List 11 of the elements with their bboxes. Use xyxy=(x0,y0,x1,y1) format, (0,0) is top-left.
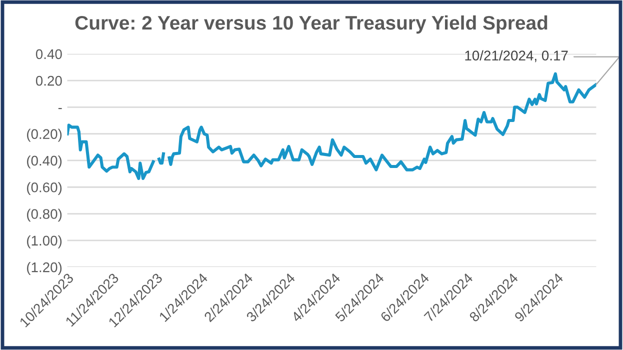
y-tick-label: 0.40 xyxy=(36,49,62,60)
y-tick-label: 0.20 xyxy=(36,76,62,86)
chart-title: Curve: 2 Year versus 10 Year Treasury Yield Spread xyxy=(75,15,548,34)
y-tick-label: (0.20) xyxy=(27,128,62,142)
y-tick-label: (0.60) xyxy=(27,182,62,196)
y-tick-label: (0.40) xyxy=(27,155,62,168)
y-tick-label: (1.00) xyxy=(27,235,62,248)
annotation: 10/21/2024, 0.17 xyxy=(465,50,568,62)
y-tick-label: (0.80) xyxy=(27,208,62,222)
y-tick-label: - xyxy=(58,108,62,110)
y-tick-label: (1.20) xyxy=(27,262,62,275)
